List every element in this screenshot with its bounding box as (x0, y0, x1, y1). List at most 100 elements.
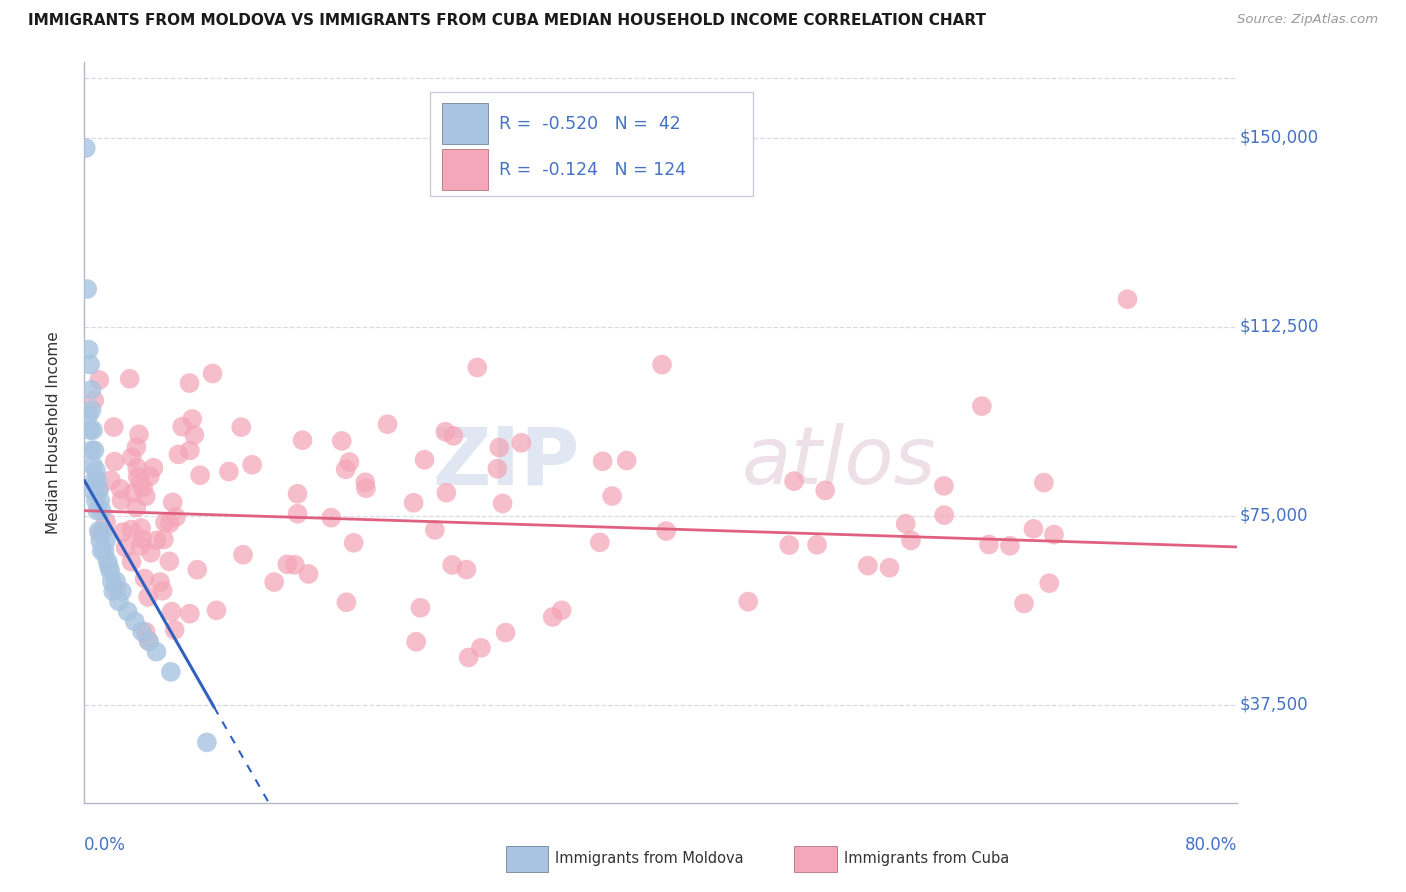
Text: 0.0%: 0.0% (84, 836, 127, 855)
Point (179, 376, 201, 390)
Point (89, 533, 111, 548)
Text: Immigrants from Cuba: Immigrants from Cuba (844, 852, 1010, 866)
Point (195, 735, 218, 749)
Y-axis label: Median Household Income: Median Household Income (46, 331, 60, 534)
Point (142, 460, 165, 475)
Point (423, 523, 446, 537)
Point (465, 360, 488, 375)
Point (97, 559, 120, 574)
Text: IMMIGRANTS FROM MOLDOVA VS IMMIGRANTS FROM CUBA MEDIAN HOUSEHOLD INCOME CORRELAT: IMMIGRANTS FROM MOLDOVA VS IMMIGRANTS FR… (28, 13, 986, 29)
Point (263, 575, 285, 590)
Point (434, 485, 457, 500)
Point (79, 423, 101, 437)
Point (806, 538, 828, 552)
Point (76, 282, 98, 296)
Point (157, 554, 180, 568)
Point (124, 615, 146, 629)
Point (87, 524, 110, 538)
Point (1116, 292, 1139, 306)
Point (131, 624, 153, 639)
Bar (441, 103, 488, 144)
Point (165, 510, 187, 524)
Point (879, 560, 901, 574)
Point (94, 533, 117, 548)
Point (110, 482, 132, 496)
Point (83, 393, 105, 408)
Point (456, 563, 478, 577)
Point (87, 483, 110, 497)
Point (153, 533, 176, 547)
Point (167, 447, 190, 461)
Text: Immigrants from Moldova: Immigrants from Moldova (555, 852, 744, 866)
Point (77, 408, 100, 422)
Point (120, 523, 142, 537)
Point (111, 584, 134, 599)
Point (343, 536, 366, 550)
Point (160, 665, 183, 679)
Point (153, 516, 176, 530)
Point (287, 487, 309, 501)
Point (183, 428, 205, 442)
Point (179, 443, 201, 458)
Point (600, 489, 623, 503)
Point (125, 440, 148, 454)
Point (86, 504, 108, 518)
Point (172, 419, 194, 434)
Point (354, 481, 377, 495)
Point (121, 555, 143, 569)
Point (287, 507, 309, 521)
Point (651, 358, 673, 372)
Text: ZIP: ZIP (433, 423, 581, 501)
Text: Source: ZipAtlas.com: Source: ZipAtlas.com (1237, 13, 1378, 27)
Point (335, 595, 357, 609)
Point (108, 594, 131, 608)
Point (778, 538, 800, 552)
Point (737, 595, 759, 609)
Point (135, 489, 157, 503)
Point (127, 460, 149, 475)
Text: $75,000: $75,000 (1240, 507, 1308, 524)
Point (998, 539, 1021, 553)
Point (129, 521, 152, 535)
Point (470, 640, 492, 655)
Point (284, 558, 307, 572)
Point (149, 575, 172, 590)
Point (186, 563, 208, 577)
Point (377, 417, 399, 432)
Text: R =  -0.124   N = 124: R = -0.124 N = 124 (499, 161, 686, 178)
Point (232, 548, 254, 562)
Text: 80.0%: 80.0% (1185, 836, 1237, 855)
Point (814, 483, 837, 498)
Point (205, 603, 228, 617)
Point (86, 474, 108, 488)
Point (231, 420, 253, 434)
Point (413, 452, 436, 467)
Point (145, 645, 167, 659)
Point (592, 454, 614, 468)
Point (117, 604, 139, 618)
Point (96, 554, 118, 568)
Bar (441, 149, 488, 190)
Point (589, 535, 612, 549)
Point (80, 443, 103, 458)
Point (441, 558, 464, 572)
Point (80, 403, 103, 417)
Point (136, 633, 159, 648)
Point (114, 541, 136, 555)
Point (82, 483, 104, 498)
Text: $112,500: $112,500 (1240, 318, 1319, 336)
Point (495, 625, 517, 640)
Point (179, 607, 201, 621)
Point (145, 533, 167, 548)
Point (127, 469, 149, 483)
Point (335, 462, 357, 476)
Point (125, 500, 148, 515)
Point (188, 468, 211, 483)
Point (550, 603, 572, 617)
Point (655, 524, 678, 538)
Point (84, 463, 107, 477)
Point (201, 367, 224, 381)
FancyBboxPatch shape (430, 92, 754, 195)
Point (434, 425, 457, 439)
Point (152, 583, 174, 598)
